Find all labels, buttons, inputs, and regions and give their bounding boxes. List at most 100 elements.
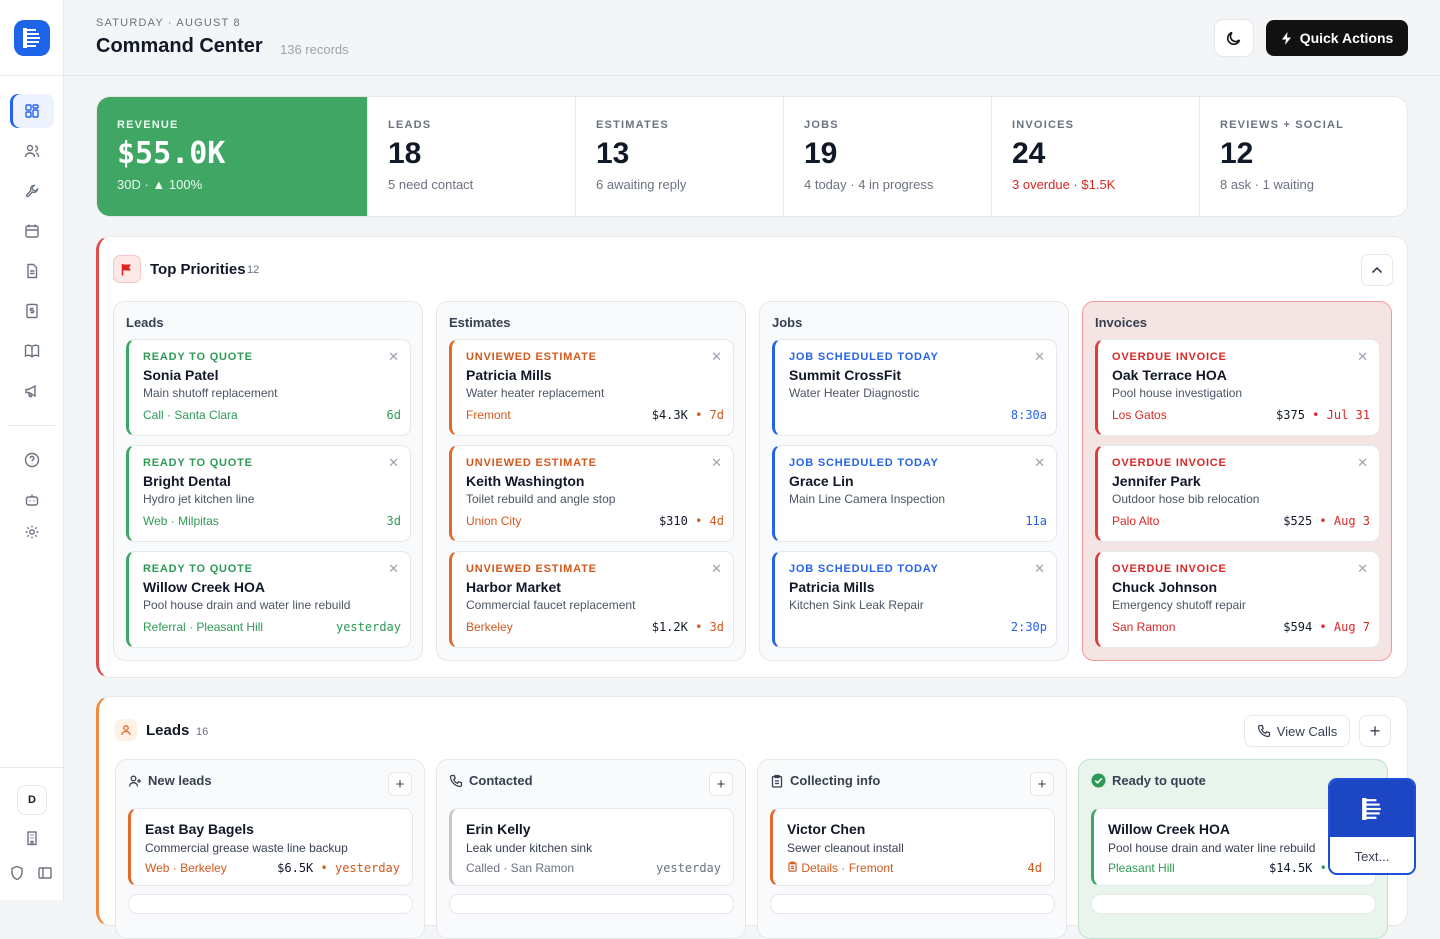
stat-sub: 3 overdue · $1.5K: [1012, 177, 1116, 192]
shield-icon[interactable]: [2, 856, 32, 890]
dismiss-icon[interactable]: ✕: [1034, 561, 1045, 576]
priority-card[interactable]: OVERDUE INVOICE Chuck Johnson Emergency …: [1095, 551, 1380, 648]
card-name: Patricia Mills: [466, 367, 552, 383]
stat-value: $55.0K: [117, 136, 226, 171]
priority-card[interactable]: JOB SCHEDULED TODAY Summit CrossFit Wate…: [772, 339, 1057, 436]
dismiss-icon[interactable]: ✕: [1357, 455, 1368, 470]
priority-card[interactable]: READY TO QUOTE Willow Creek HOA Pool hou…: [126, 551, 411, 648]
dismiss-icon[interactable]: ✕: [711, 455, 722, 470]
card-desc: Pool house drain and water line rebuild: [143, 598, 351, 612]
stat-revenue[interactable]: REVENUE $55.0K 30D · ▲ 100%: [97, 97, 367, 216]
card-amount: $14.5K: [1269, 861, 1313, 875]
column-title: Invoices: [1095, 315, 1148, 330]
column-title: New leads: [148, 773, 212, 788]
building-icon[interactable]: [10, 821, 54, 855]
view-calls-button[interactable]: View Calls: [1244, 715, 1350, 747]
priority-card[interactable]: JOB SCHEDULED TODAY Grace Lin Main Line …: [772, 445, 1057, 542]
nav-customers-icon[interactable]: [10, 134, 54, 168]
dismiss-icon[interactable]: ✕: [1034, 349, 1045, 364]
stat-invoices[interactable]: INVOICES 24 3 overdue · $1.5K: [991, 97, 1199, 216]
card-amount: $594: [1283, 620, 1313, 634]
stat-reviews-social[interactable]: REVIEWS + SOCIAL 12 8 ask · 1 waiting: [1199, 97, 1407, 216]
card-meta: Details · Fremont: [801, 861, 894, 875]
app-logo[interactable]: [14, 20, 50, 56]
card-meta: Los Gatos: [1112, 408, 1167, 422]
card-time: 2:30p: [1010, 620, 1047, 634]
nav-tools-icon[interactable]: [10, 174, 54, 208]
nav-dashboard-icon[interactable]: [10, 94, 54, 128]
collapse-button[interactable]: [1361, 254, 1393, 286]
priority-card[interactable]: OVERDUE INVOICE Oak Terrace HOA Pool hou…: [1095, 339, 1380, 436]
dismiss-icon[interactable]: ✕: [711, 561, 722, 576]
card-time: yesterday: [655, 861, 721, 875]
priority-card[interactable]: JOB SCHEDULED TODAY Patricia Mills Kitch…: [772, 551, 1057, 648]
nav-marketing-icon[interactable]: [10, 374, 54, 408]
priority-card[interactable]: UNVIEWED ESTIMATE Patricia Mills Water h…: [449, 339, 734, 436]
priority-card[interactable]: READY TO QUOTE Sonia Patel Main shutoff …: [126, 339, 411, 436]
card-desc: Commercial grease waste line backup: [145, 841, 348, 855]
priority-card[interactable]: READY TO QUOTE Bright Dental Hydro jet k…: [126, 445, 411, 542]
nav-invoices-icon[interactable]: [10, 294, 54, 328]
panel-title: Top Priorities: [150, 261, 246, 278]
nav-calendar-icon[interactable]: [10, 214, 54, 248]
chat-widget-logo: [1330, 780, 1414, 837]
card-time: 7d: [709, 408, 724, 422]
stat-label: INVOICES: [1012, 119, 1075, 131]
add-card-button[interactable]: +: [709, 772, 733, 796]
add-card-button[interactable]: +: [1030, 772, 1054, 796]
priority-card[interactable]: OVERDUE INVOICE Jennifer Park Outdoor ho…: [1095, 445, 1380, 542]
theme-toggle-button[interactable]: [1214, 19, 1254, 57]
phone-icon: [449, 774, 463, 787]
bot-icon[interactable]: [10, 483, 54, 517]
card-tag: JOB SCHEDULED TODAY: [789, 457, 939, 469]
settings-icon[interactable]: [10, 515, 54, 549]
dismiss-icon[interactable]: ✕: [1357, 561, 1368, 576]
help-icon[interactable]: [10, 443, 54, 477]
priority-card[interactable]: UNVIEWED ESTIMATE Harbor Market Commerci…: [449, 551, 734, 648]
card-meta: Fremont: [466, 408, 511, 422]
user-avatar[interactable]: D: [17, 785, 47, 815]
stat-leads[interactable]: LEADS 18 5 need contact: [367, 97, 575, 216]
dismiss-icon[interactable]: ✕: [388, 455, 399, 470]
card-meta: Web · Milpitas: [143, 514, 219, 528]
card-desc: Leak under kitchen sink: [466, 841, 593, 855]
lead-card[interactable]: Erin Kelly Leak under kitchen sink Calle…: [449, 808, 734, 886]
column-title: Estimates: [449, 315, 511, 330]
add-card-button[interactable]: +: [388, 772, 412, 796]
lead-card[interactable]: East Bay Bagels Commercial grease waste …: [128, 808, 413, 886]
add-lead-button[interactable]: +: [1359, 715, 1391, 747]
clipboard-icon: [771, 774, 783, 788]
stat-jobs[interactable]: JOBS 19 4 today · 4 in progress: [783, 97, 991, 216]
dismiss-icon[interactable]: ✕: [1357, 349, 1368, 364]
records-count: 136 records: [280, 42, 349, 57]
stat-sub: 4 today · 4 in progress: [804, 177, 934, 192]
next-card-peek: [128, 894, 413, 914]
card-desc: Water Heater Diagnostic: [789, 386, 920, 400]
flag-icon: [113, 255, 141, 283]
card-tag: OVERDUE INVOICE: [1112, 457, 1227, 469]
priority-card[interactable]: UNVIEWED ESTIMATE Keith Washington Toile…: [449, 445, 734, 542]
panel-count: 16: [196, 726, 209, 738]
card-time: 3d: [709, 620, 724, 634]
stat-estimates[interactable]: ESTIMATES 13 6 awaiting reply: [575, 97, 783, 216]
card-desc: Sewer cleanout install: [787, 841, 904, 855]
column-title: Collecting info: [790, 773, 881, 788]
dismiss-icon[interactable]: ✕: [388, 349, 399, 364]
card-name: Bright Dental: [143, 473, 231, 489]
card-desc: Main Line Camera Inspection: [789, 492, 946, 506]
priority-column-invoices: Invoices OVERDUE INVOICE Oak Terrace HOA…: [1082, 301, 1392, 661]
card-name: Victor Chen: [787, 821, 866, 837]
card-tag: UNVIEWED ESTIMATE: [466, 457, 597, 469]
nav-pricebook-icon[interactable]: [10, 334, 54, 368]
card-time: 3d: [386, 514, 401, 528]
nav-estimates-icon[interactable]: [10, 254, 54, 288]
card-desc: Outdoor hose bib relocation: [1112, 492, 1260, 506]
panel-toggle-icon[interactable]: [30, 856, 60, 890]
card-name: Patricia Mills: [789, 579, 875, 595]
quick-actions-button[interactable]: Quick Actions: [1266, 20, 1408, 56]
dismiss-icon[interactable]: ✕: [388, 561, 399, 576]
dismiss-icon[interactable]: ✕: [711, 349, 722, 364]
dismiss-icon[interactable]: ✕: [1034, 455, 1045, 470]
chat-widget[interactable]: Text...: [1328, 778, 1416, 875]
lead-card[interactable]: Victor Chen Sewer cleanout install Detai…: [770, 808, 1055, 886]
